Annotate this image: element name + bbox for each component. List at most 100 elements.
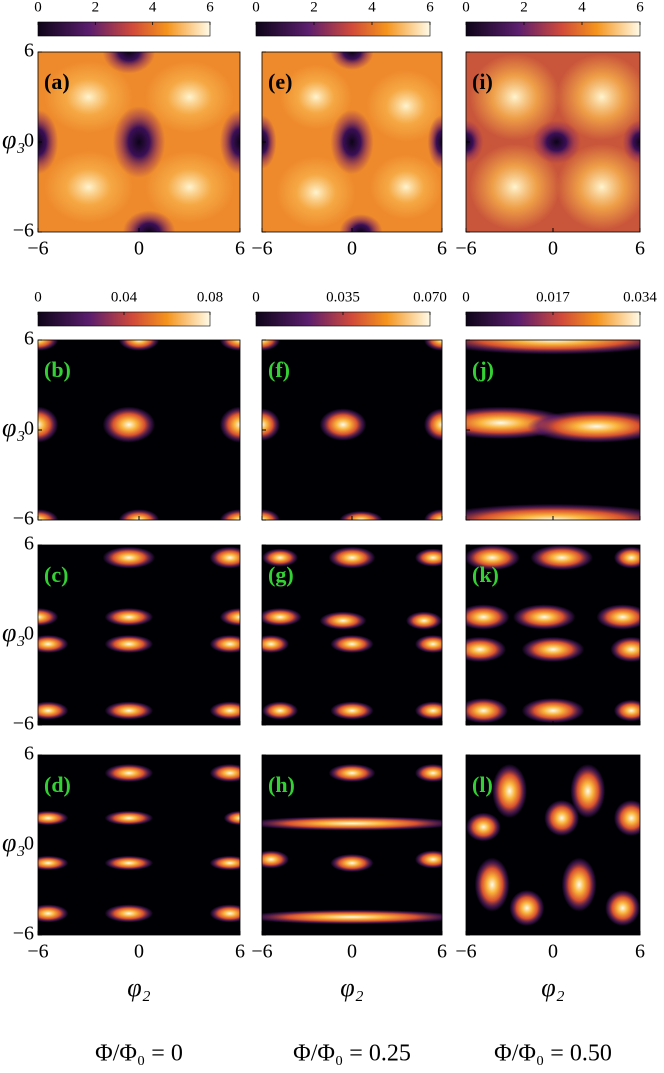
heatmap-blob bbox=[219, 509, 240, 520]
heatmap-blob bbox=[280, 64, 352, 130]
x-tick-label: 6 bbox=[235, 238, 245, 260]
heatmap bbox=[262, 755, 442, 935]
heatmap-blob bbox=[424, 509, 442, 520]
heatmap-blob bbox=[145, 61, 234, 133]
colorbar-tick-label: 2 bbox=[520, 0, 528, 15]
heatmap-blob bbox=[262, 909, 442, 925]
panel-label: (g) bbox=[268, 562, 294, 587]
column-caption: Φ/Φ₀ = 0 bbox=[95, 1041, 183, 1067]
x-tick-label: 6 bbox=[437, 238, 447, 260]
x-tick-label: 0 bbox=[548, 238, 558, 260]
panel-label: (f) bbox=[268, 357, 290, 382]
panel-label: (d) bbox=[44, 772, 71, 797]
heatmap-blob bbox=[415, 548, 442, 567]
heatmap-blob bbox=[509, 890, 545, 926]
x-tick-label: −6 bbox=[251, 238, 272, 260]
heatmap-blob bbox=[415, 635, 442, 653]
heatmap-blob bbox=[104, 635, 154, 653]
heatmap-blob bbox=[330, 52, 374, 70]
x-tick-label: 0 bbox=[548, 941, 558, 963]
y-tick-label: −6 bbox=[13, 220, 34, 242]
heatmap-blob bbox=[466, 636, 507, 662]
x-tick-label: 0 bbox=[134, 941, 144, 963]
colorbar bbox=[37, 21, 211, 37]
x-tick-label: −6 bbox=[27, 238, 48, 260]
heatmap-bg bbox=[466, 545, 640, 725]
heatmap-blob bbox=[521, 698, 585, 724]
heatmap-blob bbox=[209, 546, 240, 569]
heatmap-blob bbox=[556, 53, 640, 141]
panel-label: (j) bbox=[472, 357, 494, 382]
colorbar-tick-label: 6 bbox=[636, 0, 644, 15]
heatmap-blob bbox=[262, 509, 280, 520]
heatmap-blob bbox=[38, 810, 69, 826]
heatmap-blob bbox=[530, 545, 594, 571]
heatmap-blob bbox=[262, 115, 277, 169]
heatmap-blob bbox=[556, 143, 640, 231]
heatmap-blob bbox=[427, 115, 442, 169]
colorbar-tick-label: 0.070 bbox=[413, 289, 447, 305]
x-tick-label: 6 bbox=[437, 941, 447, 963]
heatmap-blob bbox=[469, 53, 560, 141]
heatmap-blob bbox=[613, 546, 640, 569]
heatmap-blob bbox=[319, 408, 367, 441]
x-axis-label: φ₂ bbox=[127, 973, 150, 1002]
y-axis-label: φ₃ bbox=[2, 828, 25, 857]
heatmap-bg bbox=[38, 545, 240, 725]
heatmap-blob bbox=[466, 812, 501, 842]
heatmap-blob bbox=[521, 636, 585, 663]
colorbar-tick-label: 0 bbox=[462, 0, 470, 15]
x-tick-label: −6 bbox=[455, 941, 476, 963]
heatmap-blob bbox=[330, 635, 374, 653]
heatmap-blob bbox=[38, 109, 59, 175]
colorbar-tick-label: 6 bbox=[206, 0, 214, 15]
heatmap-blob bbox=[262, 408, 280, 441]
panel-label: (i) bbox=[472, 69, 493, 94]
heatmap bbox=[466, 52, 640, 232]
heatmap-blob bbox=[605, 890, 640, 926]
y-tick-label: 0 bbox=[24, 130, 34, 152]
heatmap-blob bbox=[466, 604, 510, 630]
heatmap-blob bbox=[219, 340, 240, 351]
y-tick-label: −6 bbox=[13, 508, 34, 530]
y-tick-label: 0 bbox=[24, 833, 34, 855]
heatmap-blob bbox=[104, 764, 154, 782]
x-tick-label: 6 bbox=[235, 941, 245, 963]
heatmap-blob bbox=[370, 154, 442, 220]
heatmap-blob bbox=[219, 608, 240, 626]
heatmap-blob bbox=[44, 151, 133, 223]
heatmap-blob bbox=[613, 699, 640, 722]
heatmap-blob bbox=[262, 548, 298, 567]
heatmap-blob bbox=[466, 340, 640, 355]
panel-label: (l) bbox=[472, 772, 493, 797]
heatmap-blob bbox=[104, 855, 154, 871]
panel-label: (e) bbox=[268, 69, 292, 94]
colorbar-tick-label: 0 bbox=[34, 0, 42, 15]
heatmap-blob bbox=[415, 850, 442, 869]
heatmap-blob bbox=[330, 109, 374, 175]
y-tick-label: 0 bbox=[24, 623, 34, 645]
heatmap-blob bbox=[328, 546, 376, 569]
heatmap-blob bbox=[466, 698, 508, 724]
heatmap-blob bbox=[102, 52, 156, 74]
colorbar-tick-label: 0.017 bbox=[536, 289, 570, 305]
y-tick-label: 6 bbox=[24, 743, 34, 765]
heatmap-blob bbox=[469, 143, 560, 231]
heatmap-blob bbox=[209, 701, 240, 720]
heatmap-blob bbox=[38, 608, 59, 626]
heatmap-blob bbox=[44, 61, 133, 133]
colorbar-tick-label: 0.08 bbox=[197, 289, 223, 305]
y-tick-label: −6 bbox=[13, 923, 34, 945]
heatmap-blob bbox=[474, 857, 510, 912]
x-axis-label: φ₂ bbox=[541, 973, 564, 1002]
heatmap-blob bbox=[613, 800, 640, 836]
heatmap-blob bbox=[118, 509, 160, 520]
x-tick-label: 6 bbox=[635, 941, 645, 963]
heatmap-blob bbox=[262, 635, 289, 653]
heatmap-blob bbox=[544, 800, 580, 836]
heatmap-blob bbox=[145, 151, 234, 223]
x-tick-label: 0 bbox=[134, 238, 144, 260]
heatmap-blob bbox=[492, 764, 527, 818]
heatmap-blob bbox=[406, 611, 442, 630]
